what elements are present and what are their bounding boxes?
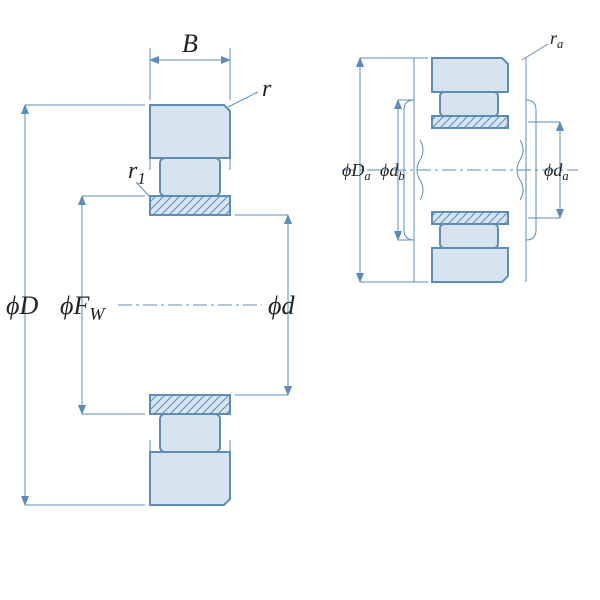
inner-ring-bot bbox=[150, 395, 230, 414]
label-r: r bbox=[262, 76, 272, 102]
svg-text:ϕdb: ϕdb bbox=[380, 160, 405, 183]
inner-ring-top bbox=[150, 196, 230, 215]
left-view: B r r1 ϕD ϕFW ϕd bbox=[6, 29, 295, 505]
svg-text:ϕFW: ϕFW bbox=[60, 291, 106, 324]
label-Fw: F bbox=[72, 291, 90, 320]
bearing-diagram: B r r1 ϕD ϕFW ϕd ra ϕDa ϕdb bbox=[0, 0, 600, 600]
svg-text:ϕDa: ϕDa bbox=[342, 160, 371, 183]
roller-bot bbox=[160, 414, 220, 452]
svg-text:r1: r1 bbox=[128, 158, 146, 188]
svg-text:ϕD: ϕD bbox=[6, 291, 38, 320]
roller-top bbox=[160, 158, 220, 196]
outer-ring-bot bbox=[150, 452, 230, 505]
label-d: d bbox=[281, 291, 295, 320]
svg-text:ra: ra bbox=[550, 28, 563, 51]
outer-ring-top bbox=[150, 105, 230, 158]
label-D: D bbox=[18, 291, 38, 320]
label-B: B bbox=[182, 29, 198, 58]
svg-text:ϕda: ϕda bbox=[544, 160, 569, 183]
svg-text:ϕd: ϕd bbox=[268, 291, 295, 320]
right-view: ra ϕDa ϕdb ϕda bbox=[342, 28, 578, 282]
label-Da: D bbox=[350, 160, 364, 180]
